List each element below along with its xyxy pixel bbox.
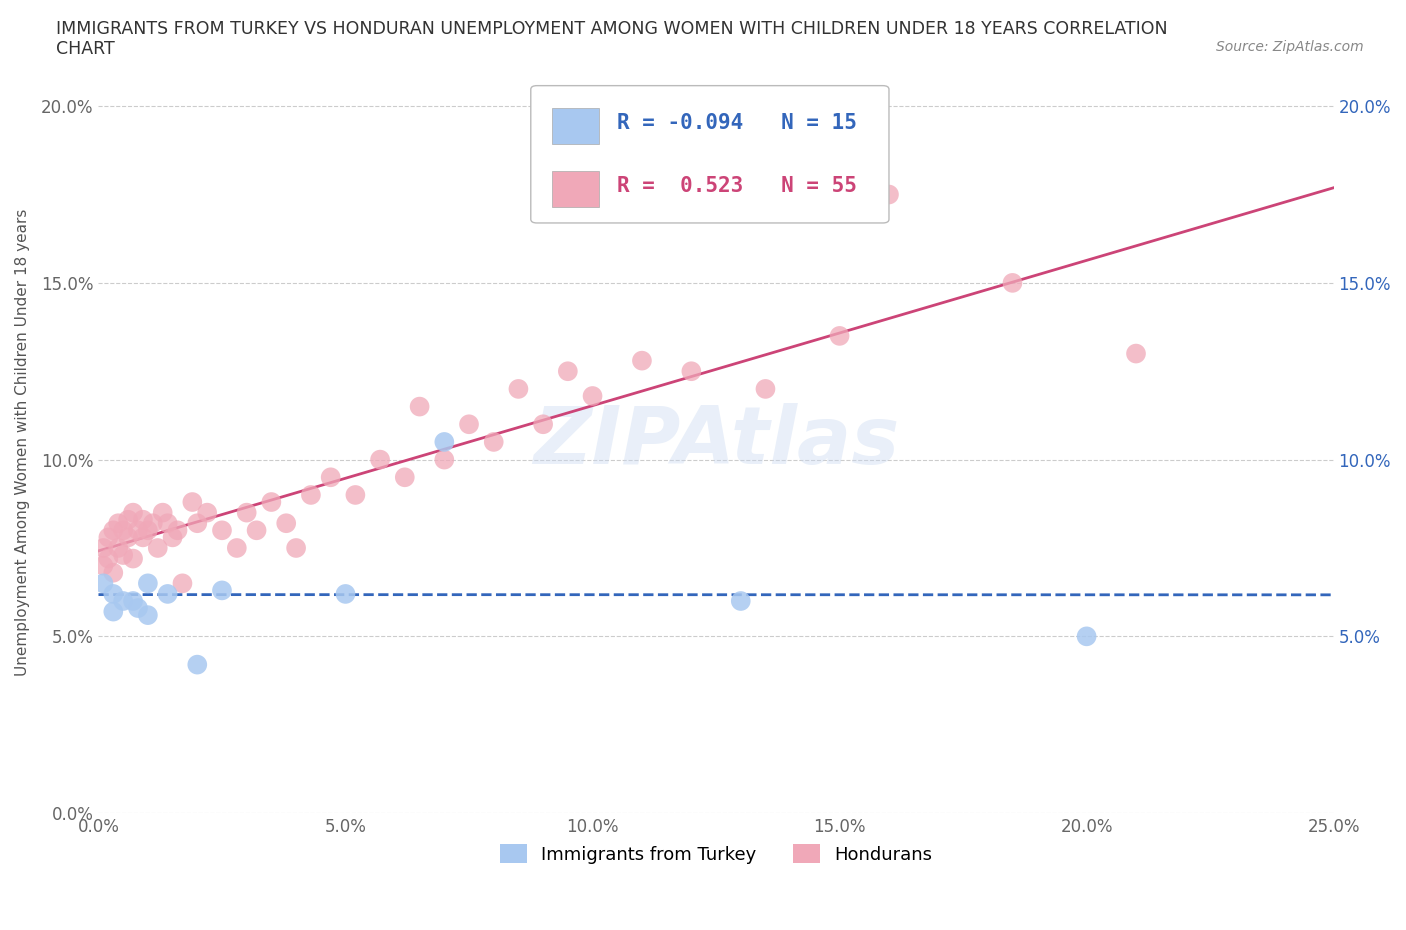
Point <box>299 487 322 502</box>
Point <box>117 530 139 545</box>
Point <box>93 540 115 555</box>
Point <box>97 551 120 566</box>
Point <box>132 530 155 545</box>
Point <box>681 364 703 379</box>
Point <box>186 516 208 531</box>
Point <box>1076 629 1098 644</box>
Point <box>93 558 115 573</box>
FancyBboxPatch shape <box>551 171 599 206</box>
Point <box>531 417 554 432</box>
Point <box>97 530 120 545</box>
Text: R =  0.523   N = 55: R = 0.523 N = 55 <box>617 176 858 196</box>
Point <box>276 516 298 531</box>
Point <box>136 607 159 622</box>
FancyBboxPatch shape <box>551 108 599 143</box>
Point <box>156 587 179 602</box>
Point <box>103 587 125 602</box>
Point <box>166 523 188 538</box>
Point <box>136 576 159 591</box>
Point <box>1001 275 1024 290</box>
Point <box>245 523 267 538</box>
Point <box>631 353 654 368</box>
Point <box>103 523 125 538</box>
Point <box>127 601 149 616</box>
Point <box>112 593 135 608</box>
Point <box>225 540 247 555</box>
Point <box>260 495 283 510</box>
Point <box>433 452 456 467</box>
Point <box>319 470 342 485</box>
Point <box>162 530 184 545</box>
Point <box>394 470 416 485</box>
Text: Source: ZipAtlas.com: Source: ZipAtlas.com <box>1216 40 1364 54</box>
Y-axis label: Unemployment Among Women with Children Under 18 years: Unemployment Among Women with Children U… <box>15 208 30 675</box>
Point <box>132 512 155 527</box>
Point <box>122 505 145 520</box>
Point <box>828 328 851 343</box>
Text: CHART: CHART <box>56 40 115 58</box>
Point <box>433 434 456 449</box>
Point <box>122 593 145 608</box>
Point <box>557 364 579 379</box>
Point <box>152 505 174 520</box>
Point <box>112 548 135 563</box>
Point <box>211 523 233 538</box>
Point <box>368 452 391 467</box>
Point <box>107 516 129 531</box>
Point <box>482 434 505 449</box>
Point <box>117 512 139 527</box>
Point <box>172 576 194 591</box>
Text: R = -0.094   N = 15: R = -0.094 N = 15 <box>617 113 858 133</box>
Point <box>122 551 145 566</box>
Point <box>186 658 208 672</box>
Point <box>458 417 481 432</box>
Point <box>156 516 179 531</box>
Point <box>136 523 159 538</box>
Point <box>195 505 218 520</box>
Point <box>211 583 233 598</box>
Point <box>181 495 204 510</box>
Point <box>285 540 308 555</box>
Point <box>335 587 357 602</box>
Point <box>581 389 603 404</box>
Point <box>235 505 257 520</box>
Point <box>142 516 165 531</box>
FancyBboxPatch shape <box>531 86 889 223</box>
Point <box>344 487 367 502</box>
Point <box>508 381 530 396</box>
Point <box>127 523 149 538</box>
Point <box>146 540 169 555</box>
Point <box>107 540 129 555</box>
Point <box>877 187 900 202</box>
Text: ZIPAtlas: ZIPAtlas <box>533 403 900 481</box>
Point <box>93 576 115 591</box>
Point <box>1125 346 1147 361</box>
Text: IMMIGRANTS FROM TURKEY VS HONDURAN UNEMPLOYMENT AMONG WOMEN WITH CHILDREN UNDER : IMMIGRANTS FROM TURKEY VS HONDURAN UNEMP… <box>56 20 1168 38</box>
Point <box>408 399 430 414</box>
Legend: Immigrants from Turkey, Hondurans: Immigrants from Turkey, Hondurans <box>492 837 939 870</box>
Point <box>754 381 776 396</box>
Point <box>103 565 125 580</box>
Point <box>103 604 125 619</box>
Point <box>112 523 135 538</box>
Point <box>730 593 752 608</box>
